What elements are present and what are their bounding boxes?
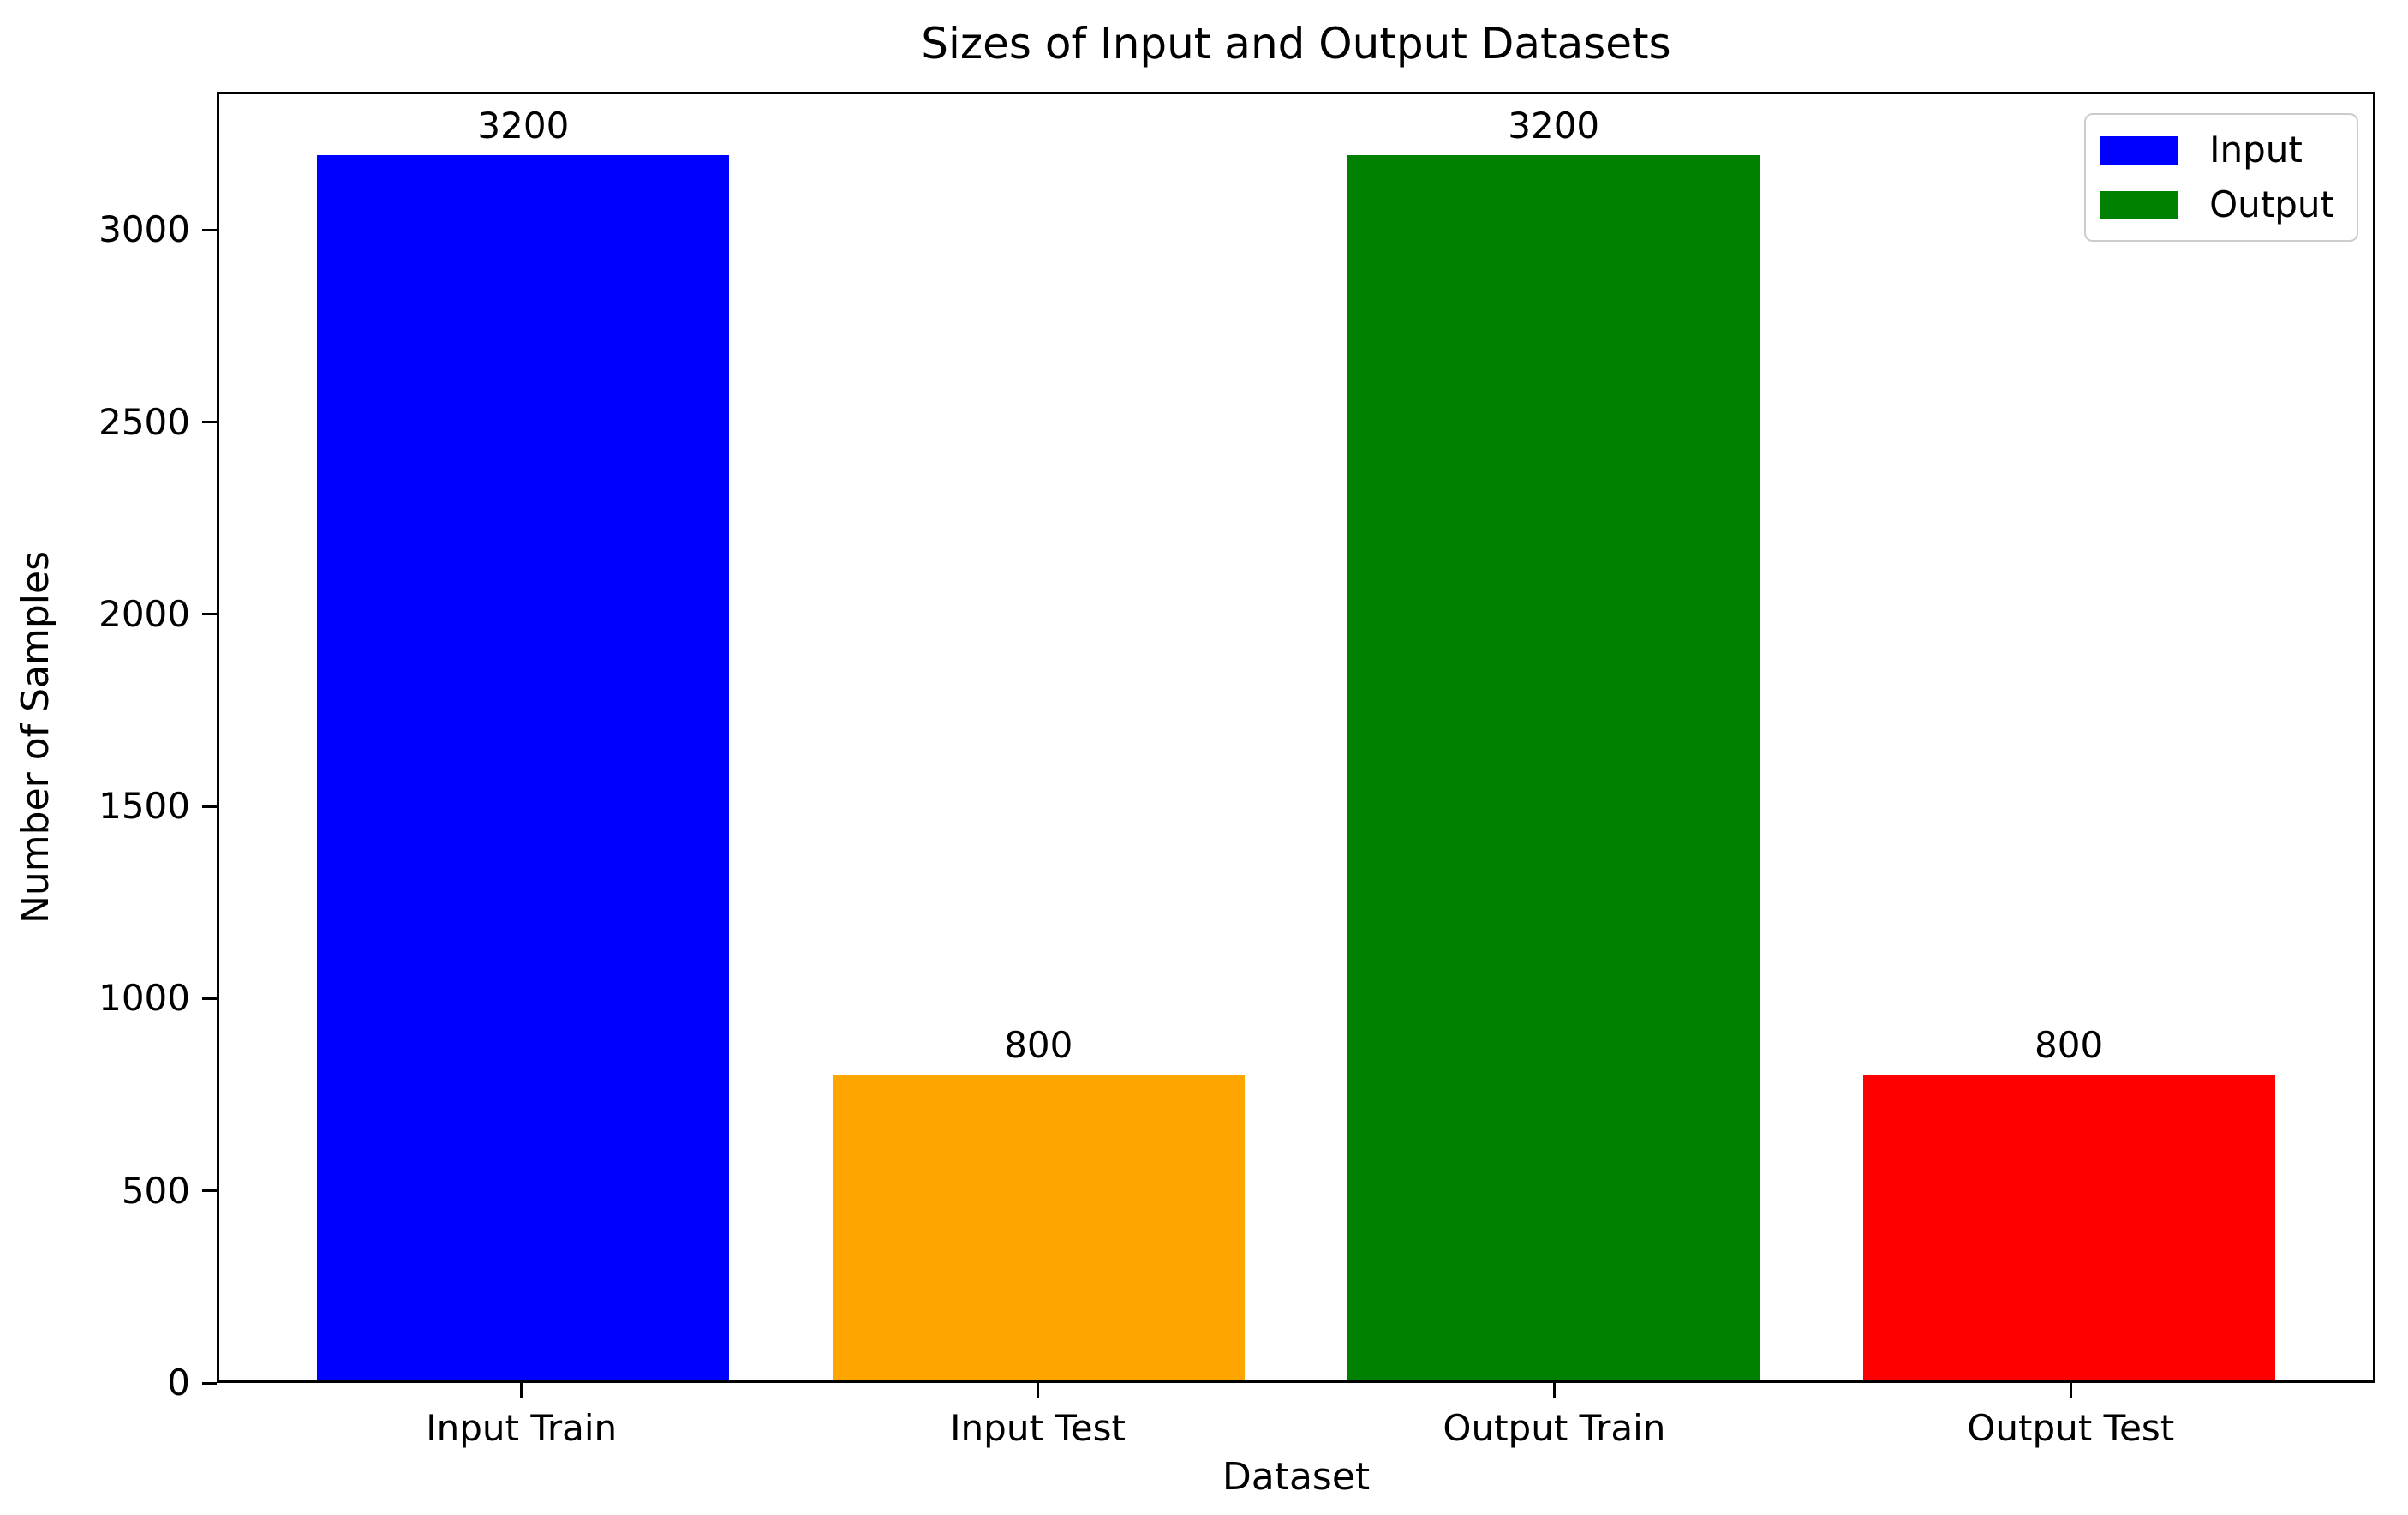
plot-area: 3200 800 3200 800 Input Output <box>217 92 2375 1383</box>
bar-value-label-output-test: 800 <box>2035 1023 2104 1066</box>
y-tick-mark <box>202 997 217 1000</box>
chart-title: Sizes of Input and Output Datasets <box>921 19 1671 69</box>
x-tick-mark <box>1037 1383 1040 1398</box>
bar-input-test <box>832 1074 1245 1380</box>
x-axis-ticks: Input Train Input Test Output Train Output … <box>217 1383 2375 1494</box>
y-axis-ticks: 0 500 1000 1500 2000 2500 3000 <box>0 92 217 1404</box>
legend-item-output: Output <box>2100 183 2334 226</box>
y-tick-mark <box>202 421 217 424</box>
legend: Input Output <box>2084 113 2358 242</box>
y-tick-mark <box>202 228 217 231</box>
x-tick-mark <box>520 1383 523 1398</box>
x-tick-label-output-train: Output Train <box>1443 1407 1666 1449</box>
bar-value-label-input-train: 3200 <box>477 105 570 147</box>
bar-value-label-input-test: 800 <box>1004 1023 1073 1066</box>
bar-output-test <box>1862 1074 2275 1380</box>
legend-label-input: Input <box>2209 129 2303 171</box>
x-tick-label-input-test: Input Test <box>950 1407 1126 1449</box>
x-tick-label-output-test: Output Test <box>1967 1407 2175 1449</box>
bar-input-train <box>317 155 730 1380</box>
y-tick-mark <box>202 805 217 808</box>
y-tick-label: 2500 <box>99 400 190 443</box>
y-tick-label: 3000 <box>99 208 190 251</box>
y-tick-label: 2000 <box>99 592 190 635</box>
bar-output-train <box>1347 155 1760 1380</box>
legend-item-input: Input <box>2100 129 2334 171</box>
bar-value-label-output-train: 3200 <box>1508 105 1600 147</box>
x-tick-mark <box>2069 1383 2072 1398</box>
legend-swatch-output-icon <box>2100 190 2179 219</box>
y-tick-label: 0 <box>167 1362 190 1404</box>
y-tick-label: 1000 <box>99 977 190 1020</box>
y-tick-mark <box>202 1189 217 1193</box>
legend-swatch-input-icon <box>2100 135 2179 165</box>
y-tick-label: 500 <box>121 1169 190 1212</box>
x-tick-label-input-train: Input Train <box>426 1407 618 1449</box>
x-axis-label: Dataset <box>1222 1455 1371 1499</box>
y-tick-mark <box>202 1381 217 1385</box>
bars-container: 3200 800 3200 800 <box>219 94 2373 1380</box>
x-tick-mark <box>1552 1383 1556 1398</box>
legend-label-output: Output <box>2209 183 2334 225</box>
y-tick-label: 1500 <box>99 785 190 828</box>
y-tick-mark <box>202 613 217 616</box>
